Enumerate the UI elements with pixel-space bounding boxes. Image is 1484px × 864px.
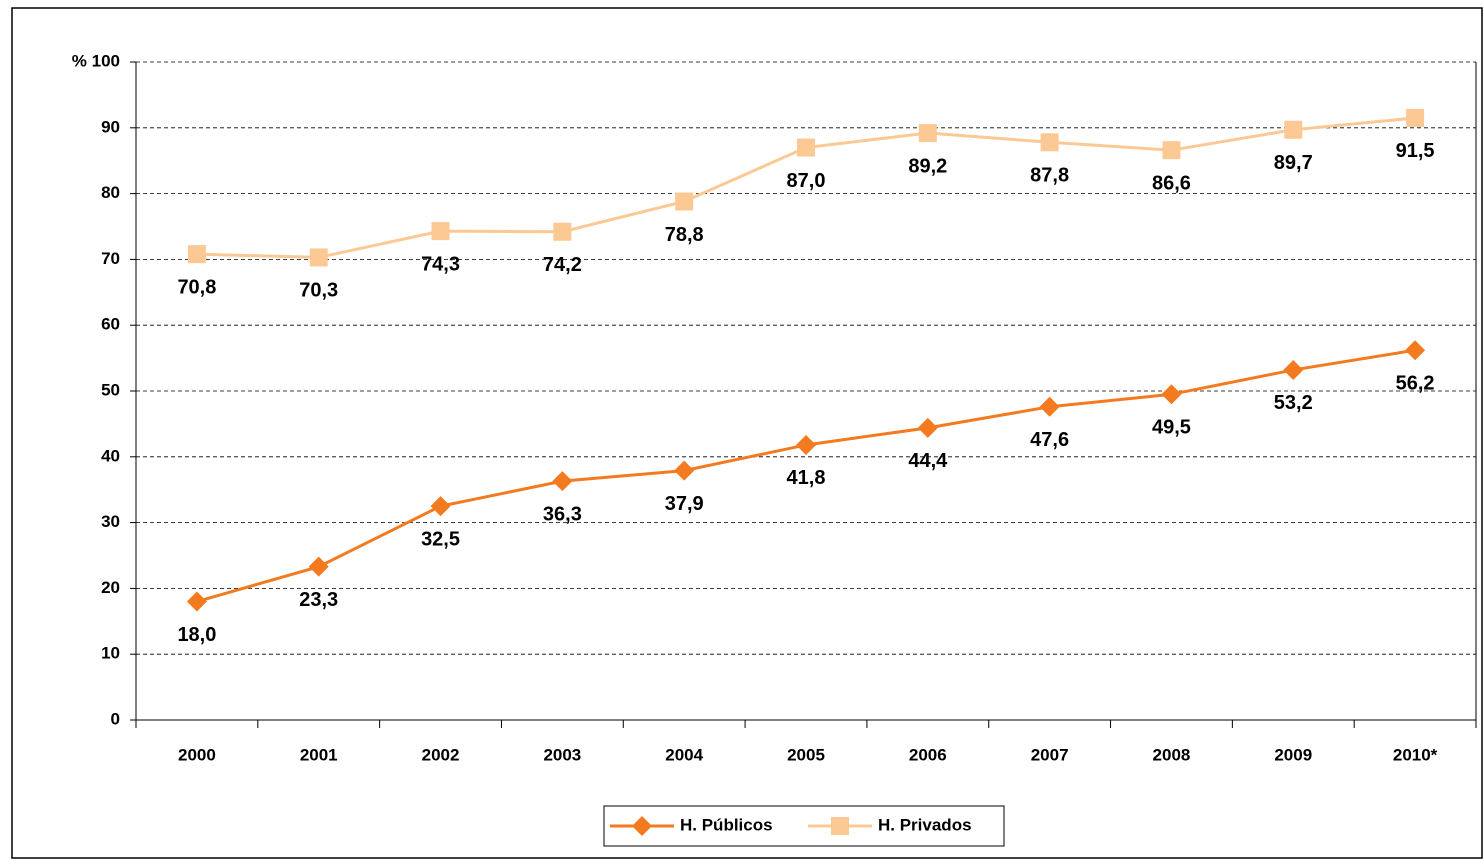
data-point [797,138,815,157]
data-label: 37,9 [665,493,704,515]
data-point [187,245,206,264]
x-tick-label: 2005 [787,745,825,764]
data-point [308,556,329,577]
data-label: 44,4 [908,450,948,472]
x-tick-label: 2006 [909,745,947,764]
data-point [552,471,573,492]
x-tick-label: 2001 [300,745,338,764]
data-label: 86,6 [1152,172,1191,194]
legend-marker [831,817,849,835]
y-tick-label: 60 [101,315,120,334]
data-label: 89,7 [1274,152,1313,174]
y-tick-label: 80 [101,183,120,202]
chart-frame [11,7,1483,859]
y-tick-label: 70 [101,249,120,268]
data-point [917,417,938,438]
data-point [431,222,450,241]
data-label: 89,2 [908,155,947,177]
y-tick-label: 40 [101,446,120,465]
x-tick-label: 2008 [1153,745,1191,764]
data-point [675,192,694,211]
y-tick-label: 10 [101,644,120,663]
data-point [186,591,207,612]
data-label: 74,3 [421,253,460,275]
legend-label: H. Privados [878,815,972,834]
data-point [1405,340,1426,361]
data-point [1162,141,1181,160]
y-tick-label: 0 [111,709,120,728]
x-tick-label: 2009 [1274,745,1312,764]
data-label: 74,2 [543,254,582,276]
data-point [1284,120,1303,139]
y-tick-label: 20 [101,578,120,597]
data-label: 47,6 [1030,429,1069,451]
x-tick-label: 2010* [1393,745,1438,764]
x-tick-label: 2007 [1031,745,1069,764]
data-point [430,496,451,517]
data-label: 32,5 [421,528,460,550]
x-tick-label: 2003 [543,745,581,764]
x-tick-label: 2000 [178,745,216,764]
data-point [674,460,695,481]
x-tick-label: 2004 [665,745,703,764]
data-point [1283,359,1304,380]
data-point [1161,384,1182,405]
data-label: 23,3 [299,589,338,611]
data-point [1406,108,1425,127]
y-tick-label: 30 [101,512,120,531]
data-label: 36,3 [543,503,582,525]
y-tick-label: 90 [101,117,120,136]
data-point [796,434,816,455]
data-label: 49,5 [1152,417,1191,439]
legend-marker [632,816,652,836]
data-label: 70,3 [299,280,338,302]
data-label: 18,0 [177,624,216,646]
data-point [1040,133,1059,152]
data-label: 70,8 [177,276,216,298]
data-label: 78,8 [665,224,704,246]
data-label: 41,8 [787,467,826,489]
data-label: 91,5 [1396,140,1435,162]
x-tick-label: 2002 [422,745,460,764]
data-label: 53,2 [1274,392,1313,414]
legend-label: H. Públicos [680,815,773,834]
data-label: 87,0 [787,170,826,192]
data-point [918,124,937,143]
y-tick-label: % 100 [72,51,120,70]
y-tick-label: 50 [101,380,120,399]
data-point [1039,396,1060,417]
data-point [553,222,572,241]
data-label: 87,8 [1030,165,1069,187]
data-label: 56,2 [1396,372,1435,394]
data-point [309,248,328,267]
